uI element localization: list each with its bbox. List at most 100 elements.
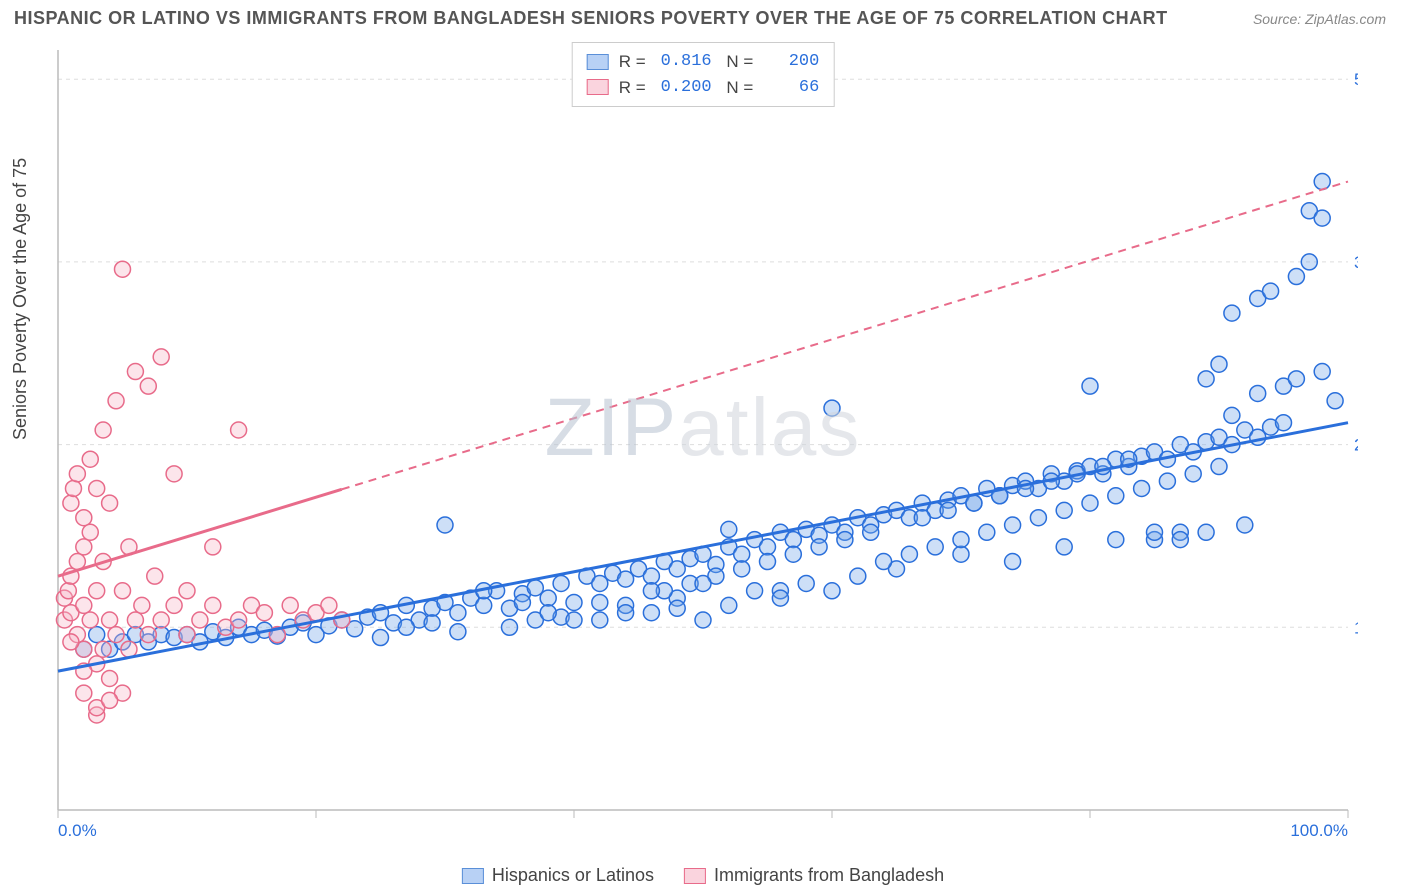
data-point: [89, 627, 105, 643]
trend-line: [58, 489, 342, 576]
data-point: [1263, 283, 1279, 299]
data-point: [824, 583, 840, 599]
r-value: 0.200: [656, 75, 712, 101]
data-point: [940, 502, 956, 518]
data-point: [166, 597, 182, 613]
data-point: [256, 605, 272, 621]
data-point: [60, 583, 76, 599]
legend-row: R =0.816 N =200: [587, 49, 820, 75]
data-point: [1056, 502, 1072, 518]
data-point: [772, 590, 788, 606]
data-point: [1108, 488, 1124, 504]
data-point: [1314, 174, 1330, 190]
data-point: [643, 568, 659, 584]
data-point: [1276, 415, 1292, 431]
data-point: [850, 568, 866, 584]
data-point: [876, 554, 892, 570]
data-point: [540, 590, 556, 606]
data-point: [734, 546, 750, 562]
data-point: [1147, 524, 1163, 540]
data-point: [1314, 210, 1330, 226]
n-label: N =: [722, 75, 754, 101]
data-point: [63, 495, 79, 511]
data-point: [540, 605, 556, 621]
data-point: [760, 554, 776, 570]
data-point: [837, 532, 853, 548]
data-point: [1224, 407, 1240, 423]
data-point: [95, 641, 111, 657]
trend-line-extrapolated: [342, 182, 1348, 490]
data-point: [69, 466, 85, 482]
data-point: [89, 480, 105, 496]
data-point: [592, 612, 608, 628]
data-point: [205, 597, 221, 613]
data-point: [282, 597, 298, 613]
data-point: [321, 597, 337, 613]
legend-swatch: [462, 868, 484, 884]
data-point: [76, 539, 92, 555]
data-point: [231, 422, 247, 438]
data-point: [966, 495, 982, 511]
data-point: [205, 539, 221, 555]
data-point: [811, 539, 827, 555]
data-point: [927, 539, 943, 555]
data-point: [231, 612, 247, 628]
legend-item: Immigrants from Bangladesh: [684, 865, 944, 886]
data-point: [1108, 532, 1124, 548]
r-label: R =: [619, 75, 646, 101]
data-point: [82, 612, 98, 628]
chart-title: HISPANIC OR LATINO VS IMMIGRANTS FROM BA…: [14, 8, 1168, 29]
data-point: [76, 510, 92, 526]
data-point: [179, 627, 195, 643]
data-point: [824, 400, 840, 416]
data-point: [798, 575, 814, 591]
data-point: [1288, 269, 1304, 285]
data-point: [115, 583, 131, 599]
data-point: [979, 524, 995, 540]
title-bar: HISPANIC OR LATINO VS IMMIGRANTS FROM BA…: [0, 0, 1406, 33]
r-value: 0.816: [656, 49, 712, 75]
data-point: [914, 510, 930, 526]
data-point: [65, 480, 81, 496]
x-tick-label: 0.0%: [58, 821, 97, 840]
data-point: [953, 532, 969, 548]
data-point: [618, 605, 634, 621]
data-point: [1327, 393, 1343, 409]
data-point: [1224, 305, 1240, 321]
data-point: [863, 524, 879, 540]
chart-area: 12.5%25.0%37.5%50.0%0.0%100.0%: [48, 40, 1358, 840]
data-point: [102, 692, 118, 708]
data-point: [450, 605, 466, 621]
data-point: [734, 561, 750, 577]
data-point: [1237, 517, 1253, 533]
data-point: [747, 583, 763, 599]
data-point: [721, 597, 737, 613]
data-point: [1172, 532, 1188, 548]
data-point: [760, 539, 776, 555]
data-point: [502, 619, 518, 635]
data-point: [1005, 554, 1021, 570]
data-point: [566, 612, 582, 628]
correlation-legend: R =0.816 N =200R =0.200 N = 66: [572, 42, 835, 107]
data-point: [76, 597, 92, 613]
data-point: [140, 378, 156, 394]
y-tick-label: 37.5%: [1354, 253, 1358, 272]
data-point: [134, 597, 150, 613]
data-point: [1005, 517, 1021, 533]
data-point: [1314, 364, 1330, 380]
data-point: [192, 612, 208, 628]
data-point: [1159, 473, 1175, 489]
data-point: [592, 594, 608, 610]
data-point: [147, 568, 163, 584]
r-label: R =: [619, 49, 646, 75]
n-value: 66: [763, 75, 819, 101]
data-point: [643, 605, 659, 621]
data-point: [373, 630, 389, 646]
data-point: [953, 546, 969, 562]
data-point: [669, 600, 685, 616]
data-point: [901, 546, 917, 562]
data-point: [1198, 371, 1214, 387]
legend-item: Hispanics or Latinos: [462, 865, 654, 886]
legend-swatch: [587, 79, 609, 95]
data-point: [1082, 495, 1098, 511]
